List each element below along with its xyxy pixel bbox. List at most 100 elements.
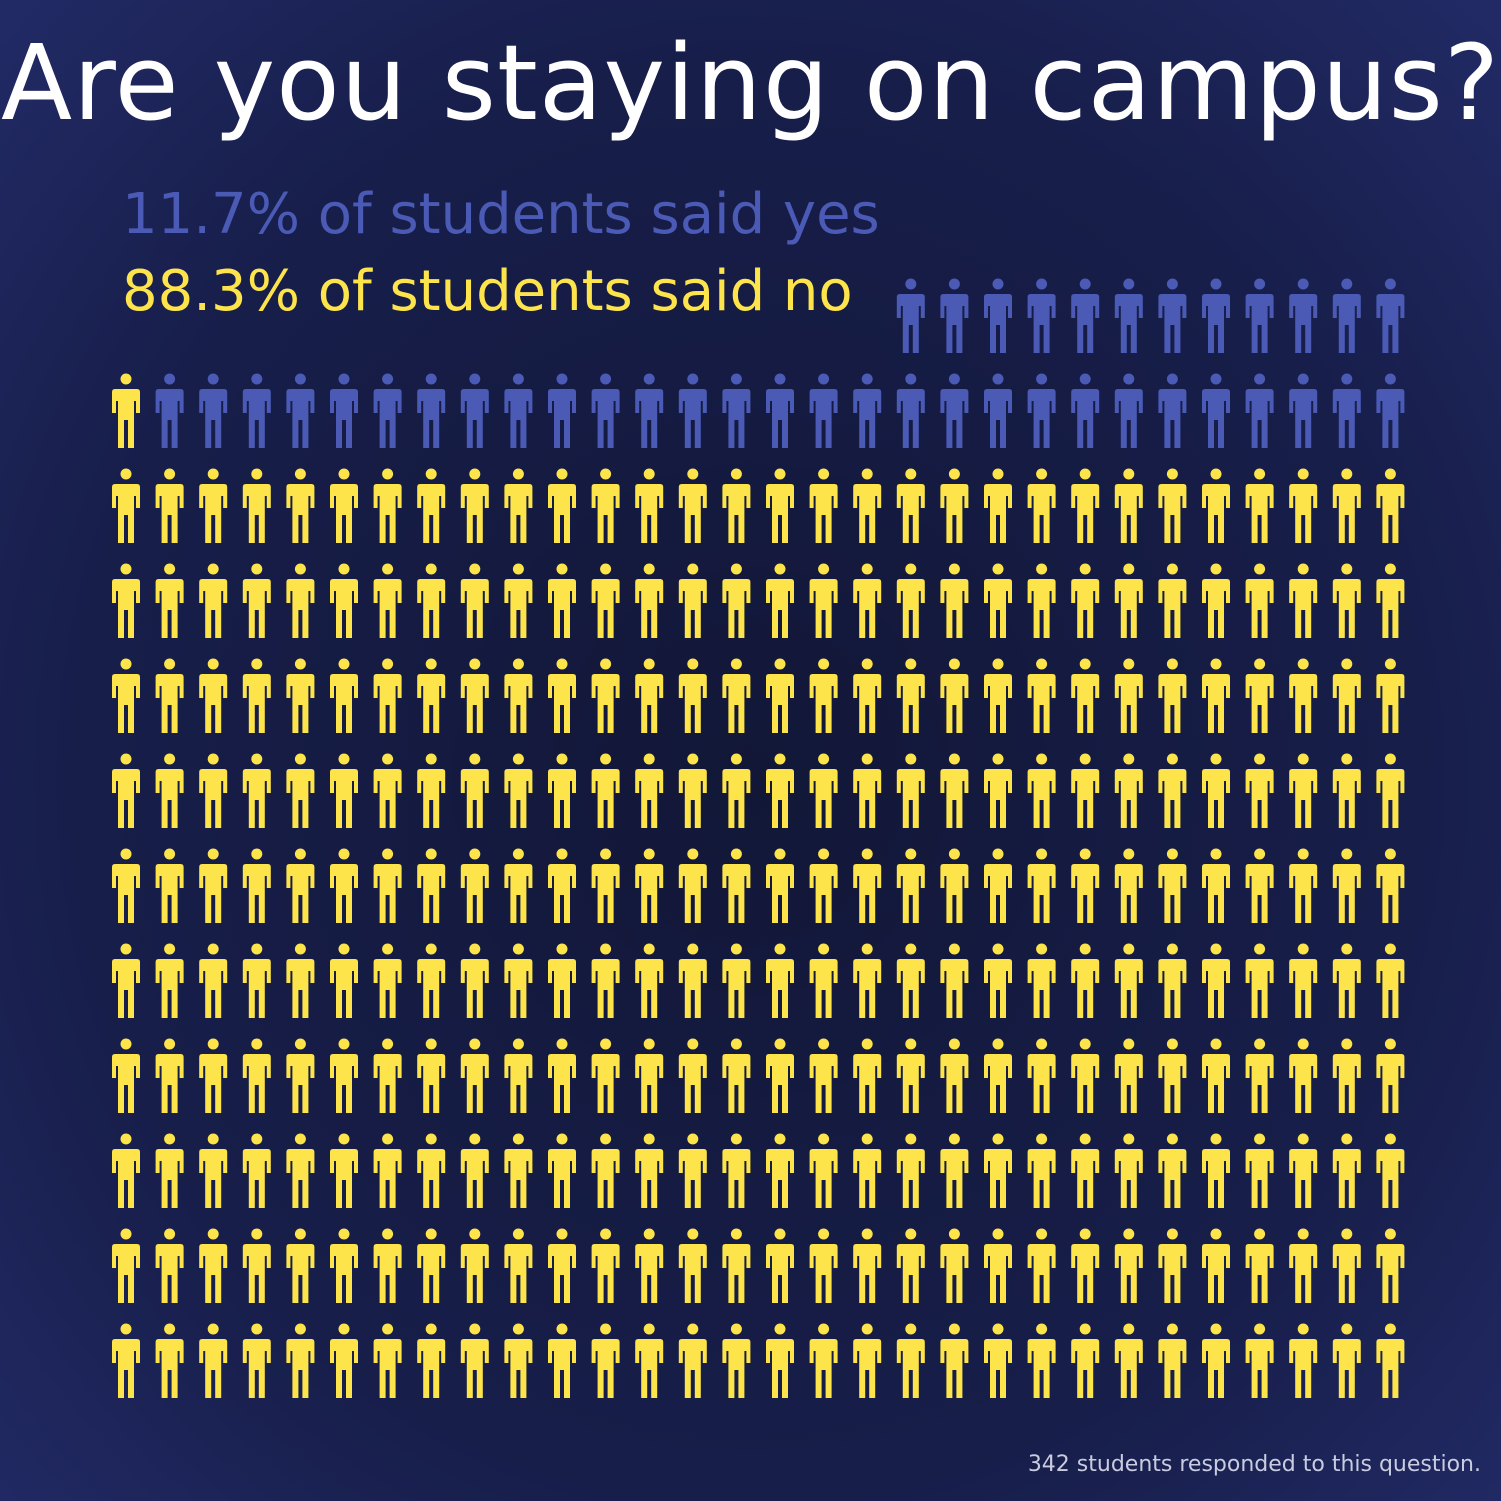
person-icon bbox=[242, 1133, 271, 1208]
person-icon bbox=[548, 753, 576, 828]
person-icon bbox=[330, 753, 358, 828]
person-icon bbox=[1332, 563, 1361, 638]
person-icon bbox=[722, 468, 751, 543]
person-icon bbox=[766, 753, 794, 828]
person-icon bbox=[635, 1323, 664, 1398]
person-icon bbox=[548, 1038, 576, 1113]
person-icon bbox=[1289, 1133, 1318, 1208]
person-icon bbox=[1376, 278, 1405, 353]
person-icon bbox=[242, 563, 271, 638]
person-icon bbox=[1376, 658, 1405, 733]
person-icon bbox=[286, 848, 315, 923]
person-icon bbox=[1376, 753, 1405, 828]
person-icon bbox=[984, 1038, 1012, 1113]
person-icon bbox=[417, 848, 446, 923]
person-icon bbox=[591, 373, 620, 448]
person-icon bbox=[460, 753, 489, 828]
person-icon bbox=[1289, 563, 1318, 638]
person-icon bbox=[1027, 278, 1056, 353]
person-icon bbox=[896, 1133, 925, 1208]
person-icon bbox=[155, 563, 184, 638]
person-icon bbox=[591, 1323, 620, 1398]
person-icon bbox=[766, 658, 794, 733]
person-icon bbox=[417, 943, 446, 1018]
person-icon bbox=[199, 848, 228, 923]
person-icon bbox=[678, 848, 707, 923]
person-icon bbox=[1114, 1228, 1143, 1303]
person-icon bbox=[1202, 468, 1230, 543]
person-icon bbox=[940, 658, 969, 733]
person-icon bbox=[1245, 848, 1274, 923]
person-icon bbox=[722, 753, 751, 828]
person-icon bbox=[1158, 658, 1187, 733]
person-icon bbox=[1376, 563, 1405, 638]
person-icon bbox=[766, 848, 794, 923]
person-icon bbox=[1289, 658, 1318, 733]
person-icon bbox=[853, 563, 882, 638]
person-icon bbox=[112, 943, 140, 1018]
person-icon bbox=[1289, 753, 1318, 828]
person-icon bbox=[460, 468, 489, 543]
person-icon bbox=[548, 848, 576, 923]
person-icon bbox=[853, 943, 882, 1018]
person-icon bbox=[896, 658, 925, 733]
person-icon bbox=[1071, 848, 1100, 923]
person-icon bbox=[722, 1323, 751, 1398]
person-icon bbox=[722, 563, 751, 638]
chart-title: Are you staying on campus? bbox=[0, 22, 1501, 144]
person-icon bbox=[112, 563, 140, 638]
person-icon bbox=[504, 658, 533, 733]
person-icon bbox=[373, 658, 402, 733]
person-icon bbox=[1114, 658, 1143, 733]
person-icon bbox=[1071, 278, 1100, 353]
person-icon bbox=[112, 468, 140, 543]
person-icon bbox=[548, 943, 576, 1018]
person-icon bbox=[155, 848, 184, 923]
person-icon bbox=[112, 658, 140, 733]
person-icon bbox=[940, 1038, 969, 1113]
person-icon bbox=[853, 1323, 882, 1398]
person-icon bbox=[1158, 1038, 1187, 1113]
person-icon bbox=[330, 943, 358, 1018]
person-icon bbox=[1158, 563, 1187, 638]
person-icon bbox=[940, 278, 969, 353]
person-icon bbox=[1245, 658, 1274, 733]
person-icon bbox=[330, 468, 358, 543]
person-icon bbox=[1114, 278, 1143, 353]
person-icon bbox=[417, 1133, 446, 1208]
person-icon bbox=[373, 1228, 402, 1303]
person-icon bbox=[635, 753, 664, 828]
person-icon bbox=[548, 563, 576, 638]
person-icon bbox=[112, 848, 140, 923]
person-icon bbox=[286, 563, 315, 638]
person-icon bbox=[286, 658, 315, 733]
person-icon bbox=[1158, 943, 1187, 1018]
person-icon bbox=[504, 1323, 533, 1398]
person-icon bbox=[809, 1323, 838, 1398]
person-icon bbox=[504, 943, 533, 1018]
person-icon bbox=[1027, 563, 1056, 638]
person-icon bbox=[373, 848, 402, 923]
person-icon bbox=[1245, 943, 1274, 1018]
person-icon bbox=[1332, 1038, 1361, 1113]
person-icon bbox=[984, 373, 1012, 448]
person-icon bbox=[722, 1133, 751, 1208]
person-icon bbox=[548, 468, 576, 543]
person-icon bbox=[1027, 943, 1056, 1018]
person-icon bbox=[766, 943, 794, 1018]
person-icon bbox=[722, 658, 751, 733]
person-icon bbox=[1376, 468, 1405, 543]
person-icon bbox=[1027, 373, 1056, 448]
person-icon bbox=[766, 563, 794, 638]
person-icon bbox=[896, 943, 925, 1018]
person-icon bbox=[1158, 1228, 1187, 1303]
person-icon bbox=[984, 658, 1012, 733]
person-icon bbox=[678, 753, 707, 828]
person-icon bbox=[1332, 278, 1361, 353]
person-icon bbox=[242, 943, 271, 1018]
person-icon bbox=[1027, 468, 1056, 543]
person-icon bbox=[591, 468, 620, 543]
person-icon bbox=[1202, 848, 1230, 923]
person-icon bbox=[330, 373, 358, 448]
